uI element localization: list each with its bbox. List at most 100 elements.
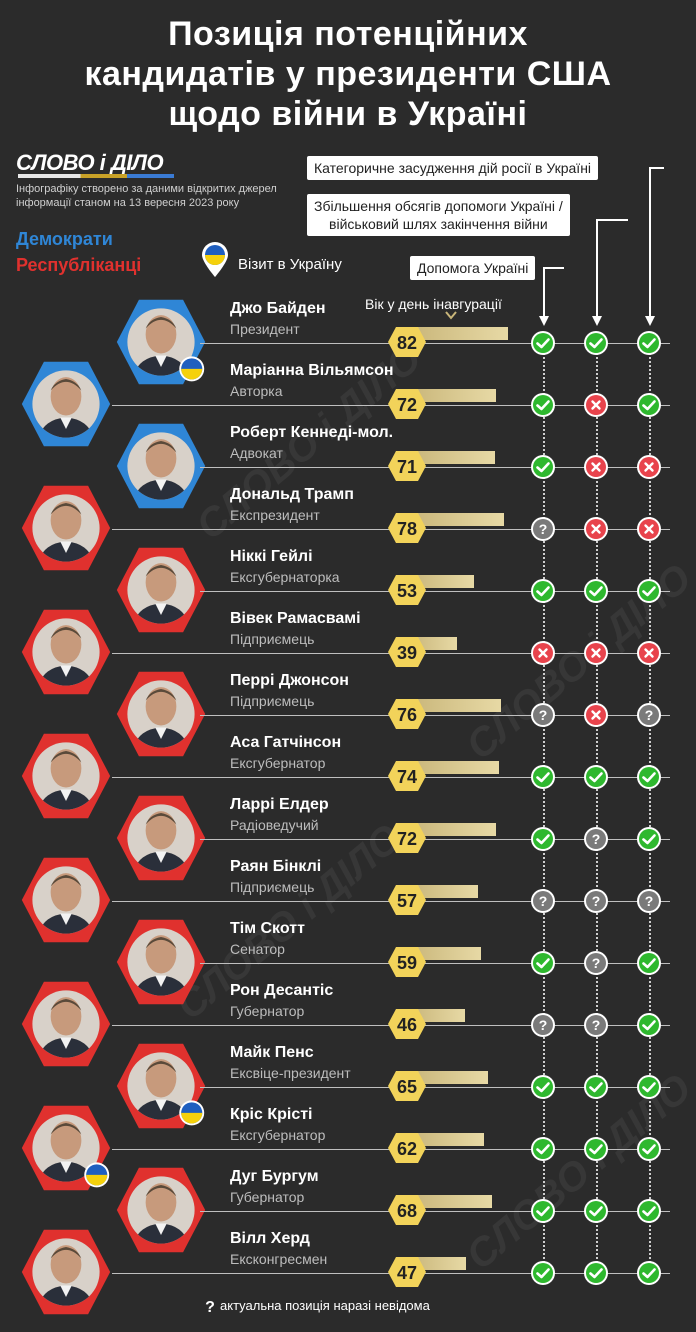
question-icon: ?: [531, 889, 555, 913]
age-badge: 76: [388, 699, 426, 729]
candidate-photo: [116, 423, 206, 509]
check-icon: [531, 951, 555, 975]
cross-icon: [584, 517, 608, 541]
svg-text:62: 62: [397, 1139, 417, 1159]
candidate-photo: [21, 609, 111, 695]
candidate-role: Президент: [230, 321, 300, 337]
title-line: щодо війни в Україні: [168, 95, 528, 133]
question-icon: ?: [584, 889, 608, 913]
candidate-photo: [116, 547, 206, 633]
svg-text:82: 82: [397, 333, 417, 353]
category-increase-line: Збільшення обсягів допомоги Україні /: [314, 198, 563, 214]
question-icon: ?: [637, 703, 661, 727]
candidate-row: Вілл Херд Ексконгресмен 47: [0, 1229, 696, 1315]
check-icon: [531, 827, 555, 851]
candidate-photo: [21, 361, 111, 447]
cross-icon: [584, 703, 608, 727]
candidate-name: Вівек Рамасвамі: [230, 610, 361, 627]
candidate-name: Джо Байден: [230, 300, 326, 317]
question-icon: ?: [205, 1299, 215, 1315]
age-badge: 62: [388, 1133, 426, 1163]
candidate-row: Перрі Джонсон Підприємець 76??: [0, 671, 696, 757]
svg-text:?: ?: [592, 955, 601, 971]
candidate-photo: [21, 1229, 111, 1315]
cross-icon: [584, 455, 608, 479]
age-badge: 74: [388, 761, 426, 791]
check-icon: [637, 1137, 661, 1161]
age-bar: [410, 513, 504, 526]
age-bar: [410, 451, 495, 464]
svg-text:65: 65: [397, 1077, 417, 1097]
check-icon: [584, 1261, 608, 1285]
candidate-name: Кріс Крісті: [230, 1106, 313, 1123]
svg-text:68: 68: [397, 1201, 417, 1221]
row-divider: [200, 467, 670, 468]
candidate-photo: [116, 671, 206, 757]
check-icon: [637, 393, 661, 417]
age-badge: 78: [388, 513, 426, 543]
age-bar: [410, 1133, 484, 1146]
row-divider: [200, 839, 670, 840]
age-bar: [410, 699, 501, 712]
category-aid: Допомога Україні: [410, 256, 536, 280]
check-icon: [531, 1261, 555, 1285]
cross-icon: [637, 517, 661, 541]
age-badge: 53: [388, 575, 426, 605]
check-icon: [584, 331, 608, 355]
age-header: Вік у день інавгурації: [365, 296, 502, 312]
age-badge: 71: [388, 451, 426, 481]
check-icon: [531, 1137, 555, 1161]
age-badge: 82: [388, 327, 426, 357]
row-divider: [200, 1087, 670, 1088]
age-bar: [410, 823, 496, 836]
svg-text:46: 46: [397, 1015, 417, 1035]
candidate-role: Сенатор: [230, 941, 285, 957]
candidate-row: Джо Байден Президент 82: [0, 299, 696, 385]
age-badge: 68: [388, 1195, 426, 1225]
candidate-name: Аса Гатчінсон: [230, 734, 342, 751]
cross-icon: [637, 641, 661, 665]
age-badge: 59: [388, 947, 426, 977]
candidate-name: Дуг Бургум: [230, 1168, 319, 1185]
candidate-row: Дуг Бургум Губернатор 68: [0, 1167, 696, 1253]
age-bar: [410, 1195, 492, 1208]
age-badge: 46: [388, 1009, 426, 1039]
age-bar: [410, 1009, 465, 1022]
svg-text:39: 39: [397, 643, 417, 663]
check-icon: [584, 765, 608, 789]
svg-text:?: ?: [645, 893, 654, 909]
candidate-role: Ексгубернаторка: [230, 569, 340, 585]
candidate-row: Маріанна Вільямсон Авторка 72: [0, 361, 696, 447]
candidate-row: Тім Скотт Сенатор 59?: [0, 919, 696, 1005]
column-guide: [543, 340, 545, 1275]
candidate-role: Ексконгресмен: [230, 1251, 328, 1267]
svg-text:76: 76: [397, 705, 417, 725]
check-icon: [637, 951, 661, 975]
check-icon: [531, 579, 555, 603]
candidate-row: Ніккі Гейлі Ексгубернаторка 53: [0, 547, 696, 633]
candidate-name: Перрі Джонсон: [230, 672, 349, 689]
candidate-photo: [116, 795, 206, 881]
check-icon: [637, 1013, 661, 1037]
candidate-role: Радіоведучий: [230, 817, 319, 833]
age-badge: 72: [388, 823, 426, 853]
candidate-row: Рон Десантіс Губернатор 46??: [0, 981, 696, 1067]
svg-text:?: ?: [539, 1017, 548, 1033]
candidate-role: Підприємець: [230, 879, 315, 895]
age-bar: [410, 1071, 488, 1084]
candidate-name: Ніккі Гейлі: [230, 548, 313, 565]
candidate-role: Підприємець: [230, 693, 315, 709]
svg-text:74: 74: [397, 767, 417, 787]
candidate-row: Ларрі Елдер Радіоведучий 72?: [0, 795, 696, 881]
check-icon: [531, 331, 555, 355]
candidate-row: Раян Бінклі Підприємець 57???: [0, 857, 696, 943]
title-line: кандидатів у президенти США: [84, 55, 612, 93]
candidate-role: Підприємець: [230, 631, 315, 647]
check-icon: [531, 455, 555, 479]
legend-republicans: Республіканці: [16, 255, 142, 275]
legend-visit: Візит в Україну: [238, 256, 342, 273]
svg-text:78: 78: [397, 519, 417, 539]
question-icon: ?: [531, 703, 555, 727]
row-divider: [200, 715, 670, 716]
svg-text:?: ?: [539, 521, 548, 537]
